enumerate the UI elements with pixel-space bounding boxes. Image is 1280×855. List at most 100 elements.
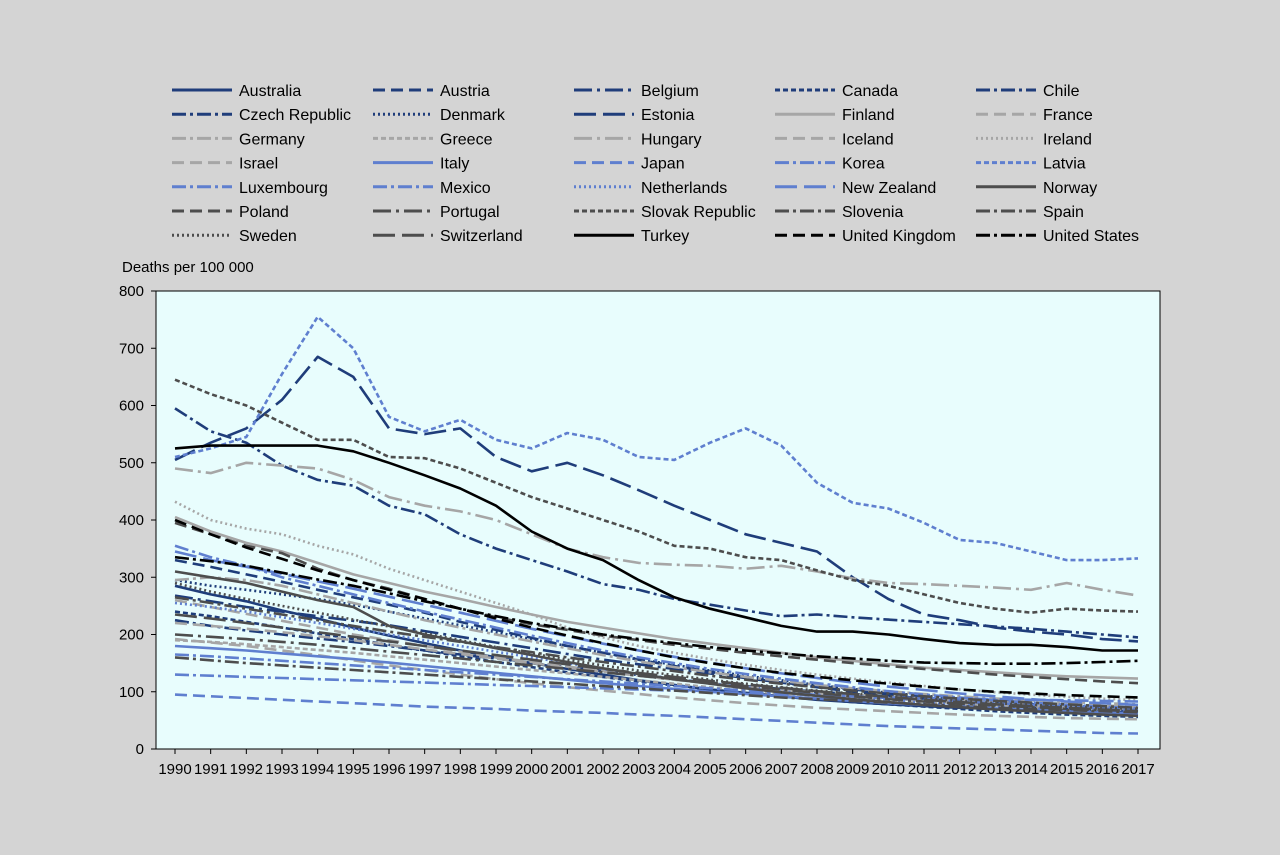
x-tick-label: 1998: [444, 761, 477, 778]
series-line-japan: [174, 693, 1139, 735]
series-line-united-states: [174, 555, 1139, 666]
x-tick-label: 1995: [337, 761, 370, 778]
series-line-slovenia: [174, 596, 1139, 710]
x-tick-label: 2005: [693, 761, 726, 778]
legend-item-denmark: Denmark: [373, 107, 506, 124]
plot-area: [155, 290, 1161, 750]
series-line-korea: [174, 653, 1139, 712]
x-tick-label: 2003: [622, 761, 655, 778]
x-tick-label: 1997: [408, 761, 441, 778]
legend-label: Finland: [842, 107, 894, 124]
legend-label: Turkey: [641, 228, 689, 245]
series-line-greece: [174, 638, 1139, 712]
legend-label: Czech Republic: [239, 107, 351, 124]
series-line-norway: [174, 570, 1139, 718]
legend-label: Iceland: [842, 131, 894, 148]
x-tick-label: 2015: [1050, 761, 1083, 778]
chart-legend: Australia Austria Belgium Canada Chile Czech …: [172, 83, 1139, 245]
x-tick-label: 2008: [800, 761, 833, 778]
legend-item-slovak-republic: Slovak Republic: [574, 204, 756, 221]
legend-label: Switzerland: [440, 228, 523, 245]
legend-label: United Kingdom: [842, 228, 956, 245]
x-tick-label: 2007: [765, 761, 798, 778]
legend-item-iceland: Iceland: [775, 131, 894, 148]
legend-label: Israel: [239, 156, 278, 173]
legend-item-norway: Norway: [976, 180, 1097, 197]
legend-label: Netherlands: [641, 180, 727, 197]
x-tick-label: 2009: [836, 761, 869, 778]
legend-item-united-states: United States: [976, 228, 1139, 245]
x-tick-label: 2001: [551, 761, 584, 778]
legend-item-australia: Australia: [172, 83, 301, 100]
y-tick-label: 700: [119, 340, 144, 357]
x-tick-label: 2000: [515, 761, 548, 778]
x-tick-label: 2012: [943, 761, 976, 778]
legend-label: Germany: [239, 131, 305, 148]
series-line-slovak-republic: [174, 378, 1139, 615]
legend-label: Chile: [1043, 83, 1080, 100]
legend-label: Mexico: [440, 180, 491, 197]
legend-item-portugal: Portugal: [373, 204, 500, 221]
legend-label: Latvia: [1043, 156, 1086, 173]
legend-item-canada: Canada: [775, 83, 898, 100]
legend-item-france: France: [976, 107, 1093, 124]
x-tick-label: 1991: [194, 761, 227, 778]
series-line-spain: [174, 656, 1139, 714]
y-tick-label: 0: [136, 741, 144, 758]
legend-item-czech-republic: Czech Republic: [172, 107, 351, 124]
x-tick-label: 2016: [1086, 761, 1119, 778]
legend-item-italy: Italy: [373, 156, 469, 173]
legend-label: Ireland: [1043, 131, 1092, 148]
legend-item-poland: Poland: [172, 204, 289, 221]
series-line-ireland: [174, 500, 1139, 702]
y-tick-label: 300: [119, 569, 144, 586]
x-tick-label: 2010: [872, 761, 905, 778]
series-line-hungary: [174, 461, 1139, 597]
series-line-united-kingdom: [174, 518, 1139, 699]
x-tick-label: 1994: [301, 761, 334, 778]
y-tick-label: 100: [119, 684, 144, 701]
legend-label: Hungary: [641, 131, 701, 148]
legend-item-estonia: Estonia: [574, 107, 694, 124]
legend-label: Italy: [440, 156, 469, 173]
legend-item-mexico: Mexico: [373, 180, 491, 197]
legend-label: Sweden: [239, 228, 297, 245]
series-lines: [174, 315, 1139, 735]
legend-item-latvia: Latvia: [976, 156, 1086, 173]
x-tick-label: 2017: [1121, 761, 1154, 778]
legend-item-slovenia: Slovenia: [775, 204, 903, 221]
x-tick-label: 1993: [265, 761, 298, 778]
x-tick-label: 2004: [658, 761, 691, 778]
x-tick-label: 2011: [908, 761, 940, 778]
x-tick-label: 1992: [230, 761, 263, 778]
x-tick-label: 1999: [479, 761, 512, 778]
series-line-latvia: [174, 315, 1139, 562]
legend-item-israel: Israel: [172, 156, 278, 173]
y-tick-label: 800: [119, 283, 144, 300]
legend-item-austria: Austria: [373, 83, 490, 100]
legend-label: Australia: [239, 83, 301, 100]
series-line-germany: [174, 575, 1139, 706]
legend-item-ireland: Ireland: [976, 131, 1092, 148]
legend-item-finland: Finland: [775, 107, 894, 124]
legend-item-new-zealand: New Zealand: [775, 180, 936, 197]
x-tick-label: 2006: [729, 761, 762, 778]
legend-item-greece: Greece: [373, 131, 493, 148]
legend-label: Denmark: [440, 107, 506, 124]
series-line-estonia: [174, 355, 1139, 643]
y-axis-label: Deaths per 100 000: [122, 259, 254, 276]
series-line-czech-republic: [174, 407, 1139, 639]
legend-label: Poland: [239, 204, 289, 221]
legend-label: Korea: [842, 156, 885, 173]
series-line-portugal: [174, 633, 1139, 713]
legend-label: Japan: [641, 156, 685, 173]
legend-label: Slovak Republic: [641, 204, 756, 221]
legend-label: Austria: [440, 83, 490, 100]
legend-label: Norway: [1043, 180, 1097, 197]
series-line-new-zealand: [174, 550, 1139, 707]
x-tick-label: 1996: [372, 761, 405, 778]
legend-label: Slovenia: [842, 204, 903, 221]
legend-label: Belgium: [641, 83, 699, 100]
legend-item-switzerland: Switzerland: [373, 228, 523, 245]
